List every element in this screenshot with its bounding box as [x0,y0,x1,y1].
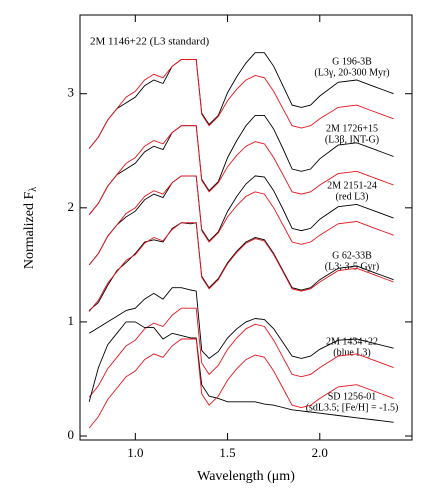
spectrum-line [88,338,394,429]
spectrum-note: (L3β, INT-G) [325,134,379,145]
spectrum-name: 2M 2151-24 [327,180,377,191]
spectrum-line [88,222,394,311]
spectrum-note: (red L3) [335,191,368,202]
y-tick-label: 3 [68,85,75,100]
spectrum-line [88,175,394,266]
y-tick-label: 2 [68,199,75,214]
spectrum-name: SD 1256-01 [328,391,377,402]
spectrum-line [88,321,394,423]
spectrum-line [88,287,394,360]
spectrum-name: 2M 1434+22 [326,336,378,347]
spectrum-note: (blue L3) [333,347,371,358]
standard-label: 2M 1146+22 (L3 standard) [90,36,209,48]
x-axis-label: Wavelength (μm) [197,469,295,484]
spectrum-line [88,59,394,149]
x-tick-label: 1.0 [127,445,143,460]
spectrum-note: (sdL3.5; [Fe/H] = -1.5) [306,402,399,413]
spectrum-note: (L3γ, 20-300 Myr) [314,67,389,78]
spectrum-line [88,175,394,266]
spectrum-line [88,125,394,215]
spectrum-line [88,114,394,215]
plot-frame [79,14,413,441]
spectrum-line [88,52,394,149]
spectrum-note: (L3; 3-5 Gyr) [325,261,379,272]
x-tick-label: 2.0 [312,445,328,460]
spectrum-line [88,222,394,312]
spectrum-name: G 62-33B [332,250,372,261]
y-tick-label: 0 [68,427,75,442]
spectrum-line [88,307,394,398]
y-axis-label-subscript: λ [28,187,39,192]
x-tick-label: 1.5 [219,445,235,460]
spectrum-name: 2M 1726+15 [326,123,378,134]
y-tick-label: 1 [68,313,75,328]
y-axis-label: Normalized Fλ [22,187,39,269]
y-axis-label-main: Normalized F [22,192,37,270]
spectrum-name: G 196-3B [332,56,372,67]
